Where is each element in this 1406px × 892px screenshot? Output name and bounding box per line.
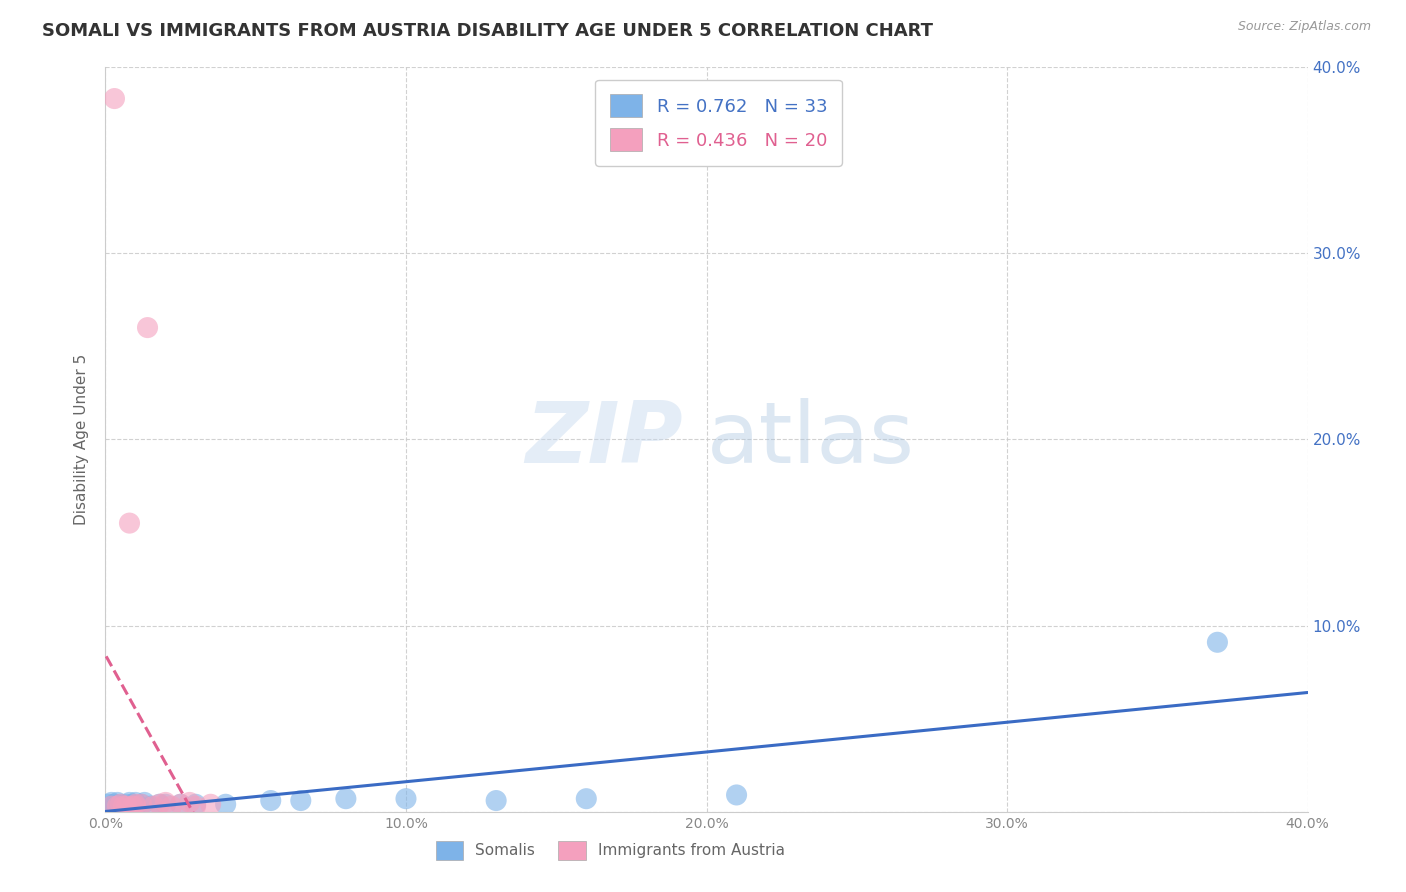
Point — [169, 797, 191, 812]
Point — [115, 799, 138, 814]
Point — [179, 796, 201, 810]
Point — [200, 797, 222, 812]
Point — [110, 797, 132, 812]
Point — [136, 320, 159, 334]
Point — [124, 797, 146, 812]
Point — [134, 796, 156, 810]
Point — [124, 799, 146, 814]
Point — [124, 799, 146, 814]
Point — [97, 797, 120, 812]
Point — [131, 797, 153, 812]
Point — [160, 799, 183, 814]
Text: atlas: atlas — [707, 398, 914, 481]
Point — [335, 791, 357, 805]
Point — [107, 796, 129, 810]
Point — [100, 799, 122, 814]
Point — [121, 799, 143, 814]
Point — [214, 797, 236, 812]
Point — [107, 799, 129, 814]
Point — [1206, 635, 1229, 649]
Point — [107, 799, 129, 814]
Point — [575, 791, 598, 805]
Point — [115, 797, 138, 812]
Point — [118, 799, 141, 814]
Point — [103, 797, 125, 812]
Point — [148, 797, 170, 812]
Point — [260, 793, 283, 807]
Point — [103, 91, 125, 105]
Point — [725, 788, 748, 802]
Point — [155, 797, 177, 812]
Point — [395, 791, 418, 805]
Point — [121, 797, 143, 812]
Point — [103, 799, 125, 814]
Point — [184, 797, 207, 812]
Point — [118, 516, 141, 530]
Point — [112, 799, 135, 814]
Legend: Somalis, Immigrants from Austria: Somalis, Immigrants from Austria — [427, 833, 793, 867]
Text: ZIP: ZIP — [524, 398, 682, 481]
Point — [112, 799, 135, 814]
Point — [128, 799, 150, 814]
Point — [118, 796, 141, 810]
Point — [148, 797, 170, 812]
Point — [124, 796, 146, 810]
Point — [485, 793, 508, 807]
Point — [100, 799, 122, 814]
Point — [142, 799, 165, 814]
Point — [100, 796, 122, 810]
Point — [131, 797, 153, 812]
Y-axis label: Disability Age Under 5: Disability Age Under 5 — [75, 354, 90, 524]
Point — [184, 799, 207, 814]
Point — [290, 793, 312, 807]
Point — [110, 799, 132, 814]
Point — [110, 797, 132, 812]
Point — [169, 797, 191, 812]
Point — [155, 796, 177, 810]
Text: SOMALI VS IMMIGRANTS FROM AUSTRIA DISABILITY AGE UNDER 5 CORRELATION CHART: SOMALI VS IMMIGRANTS FROM AUSTRIA DISABI… — [42, 22, 934, 40]
Text: Source: ZipAtlas.com: Source: ZipAtlas.com — [1237, 20, 1371, 33]
Point — [139, 799, 162, 814]
